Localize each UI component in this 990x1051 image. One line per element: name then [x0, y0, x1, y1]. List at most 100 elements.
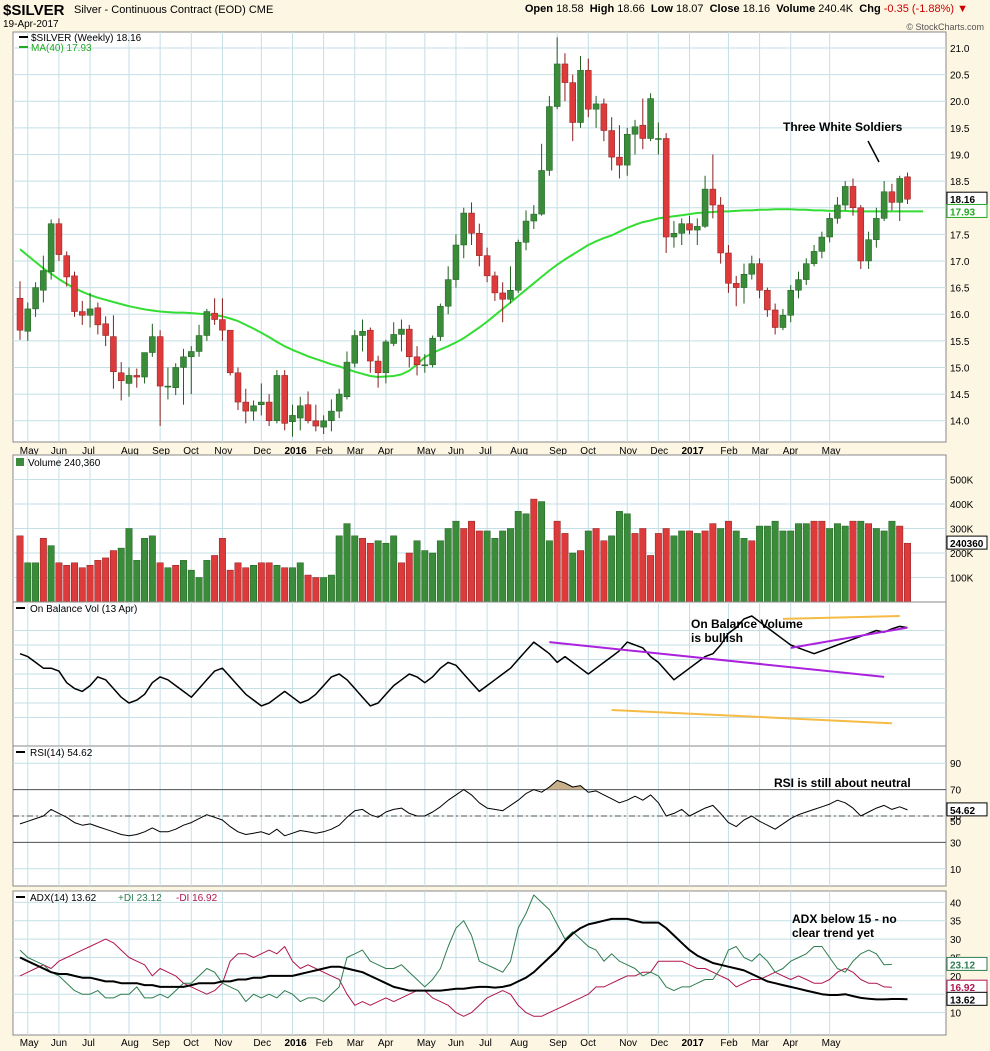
- volume-bar: [880, 530, 888, 603]
- volume-bar: [833, 523, 841, 603]
- x-tick-label: May: [822, 1038, 841, 1049]
- adx-annotation-line1: ADX below 15 - no: [792, 912, 897, 926]
- y-tick-label: 17.0: [950, 257, 970, 268]
- obv-trendline-purple: [790, 626, 908, 649]
- candle-body: [507, 289, 514, 300]
- volume-bar: [639, 528, 647, 603]
- candle-body: [359, 330, 366, 336]
- x-tick-label: Nov: [214, 446, 232, 457]
- volume-legend: Volume 240,360: [28, 458, 101, 469]
- y-tick-label: 14.5: [950, 390, 970, 401]
- volume-bar: [320, 577, 328, 603]
- volume-bar: [180, 560, 187, 603]
- obv-trendline-orange: [782, 615, 900, 620]
- candle-body: [281, 375, 288, 424]
- x-tick-label: 2016: [284, 1038, 307, 1049]
- candle-body: [888, 191, 896, 203]
- obv-trendline-orange: [611, 708, 892, 725]
- chart-symbol: $SILVER: [3, 2, 65, 19]
- open-value: 18.58: [556, 3, 584, 15]
- open-label: Open: [524, 3, 553, 15]
- x-tick-label: Oct: [580, 1038, 596, 1049]
- candle-body: [483, 255, 491, 277]
- candle-body: [242, 401, 250, 412]
- volume-bar: [530, 498, 538, 603]
- candle-body: [234, 372, 242, 403]
- candle-body: [569, 82, 576, 123]
- x-tick-label: May: [417, 446, 436, 457]
- volume-bar: [203, 560, 211, 603]
- x-tick-label: Sep: [549, 1038, 567, 1049]
- volume-bar: [109, 550, 117, 603]
- candle-body: [374, 360, 382, 374]
- volume-panel: 100K 200K 300K 400K 500K Volume 240,360 240360: [12, 454, 988, 603]
- volume-bar: [569, 552, 577, 603]
- volume-bar: [117, 547, 125, 603]
- candle-body: [328, 410, 335, 421]
- volume-bar: [701, 530, 709, 603]
- candle-body: [429, 337, 436, 366]
- volume-bar: [421, 550, 429, 603]
- candle-body: [335, 393, 343, 412]
- candle-body: [522, 220, 530, 243]
- volume-bar: [561, 533, 569, 603]
- candle-body: [530, 213, 538, 222]
- volume-bar: [693, 533, 701, 603]
- volume-bar: [102, 557, 110, 603]
- candle-body: [444, 279, 452, 307]
- candle-body: [655, 138, 662, 140]
- volume-bar: [748, 540, 756, 603]
- volume-bar: [709, 523, 717, 603]
- down-triangle-icon: ▼: [957, 3, 968, 15]
- x-tick-label: 2016: [284, 446, 307, 457]
- volume-bar: [405, 552, 413, 603]
- minus-di-value-tag: 16.92: [950, 983, 975, 994]
- candle-body: [499, 292, 506, 300]
- minus-di-legend: -DI 16.92: [176, 893, 218, 904]
- x-tick-label: Jun: [448, 446, 464, 457]
- volume-bar: [795, 523, 802, 603]
- volume-bar: [234, 562, 242, 603]
- x-tick-label: Jul: [479, 1038, 492, 1049]
- candle-body: [834, 204, 841, 219]
- candle-body: [304, 404, 312, 421]
- candle-body: [273, 375, 281, 421]
- candle-body: [764, 289, 771, 311]
- stockcharts-watermark: © StockCharts.com: [906, 22, 984, 32]
- volume-bar: [865, 523, 873, 603]
- plus-di-line: [19, 894, 892, 1003]
- volume-value: 240.4K: [818, 3, 854, 15]
- price-panel: 14.014.515.015.516.016.517.017.518.018.5…: [12, 31, 988, 457]
- volume-bar: [195, 577, 203, 603]
- candle-body: [725, 252, 732, 284]
- volume-bar: [499, 530, 507, 603]
- volume-bar: [343, 523, 351, 603]
- volume-bar: [857, 520, 865, 603]
- x-tick-label: Sep: [549, 446, 567, 457]
- volume-bar: [514, 511, 522, 603]
- chg-value: -0.35 (-1.88%): [883, 3, 955, 15]
- candle-body: [172, 367, 179, 388]
- candle-body: [608, 130, 615, 158]
- volume-bar: [382, 542, 390, 603]
- candle-body: [382, 341, 390, 374]
- candle-body: [398, 328, 405, 335]
- low-value: 18.07: [675, 3, 704, 15]
- y-tick-label: 200K: [950, 549, 974, 560]
- volume-bar: [164, 567, 172, 603]
- y-tick-label: 40: [950, 898, 962, 909]
- x-tick-label: Mar: [752, 446, 770, 457]
- candle-body: [406, 328, 413, 358]
- candle-body: [787, 289, 794, 316]
- candle-body: [647, 98, 654, 139]
- candle-body: [203, 311, 211, 336]
- volume-bar: [24, 562, 32, 603]
- volume-bar: [732, 530, 740, 603]
- candle-body: [740, 274, 748, 288]
- volume-bar: [686, 530, 693, 603]
- adx-panel: 10152025303540ADX(14) 13.62+DI 23.12-DI …: [12, 890, 988, 1049]
- candle-body: [880, 191, 888, 219]
- candle-body: [133, 375, 141, 378]
- volume-bar: [242, 567, 250, 603]
- rsi-50-tag: 50: [950, 817, 962, 828]
